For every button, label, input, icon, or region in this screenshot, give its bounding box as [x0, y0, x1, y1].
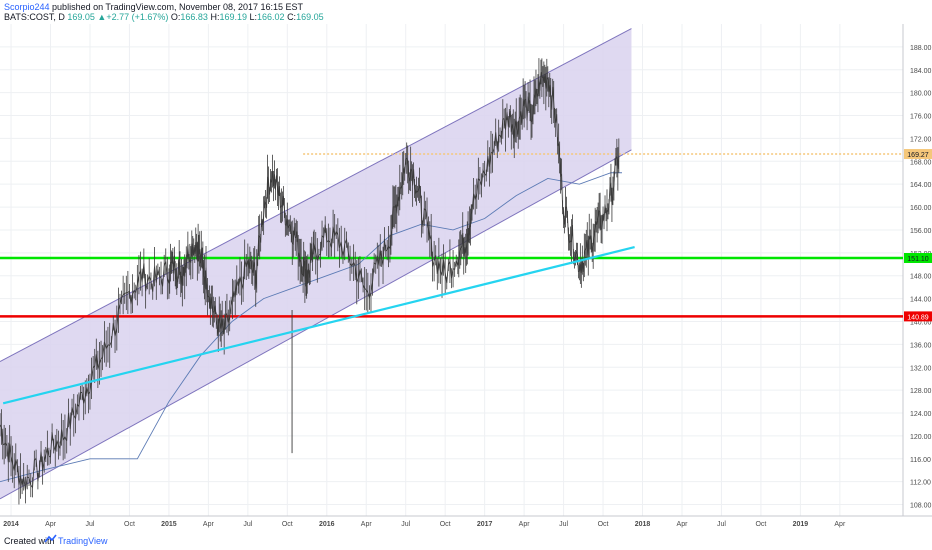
close-value: 169.05: [296, 12, 324, 22]
x-tick-label: Apr: [45, 521, 57, 528]
open-label: O:: [170, 12, 181, 22]
change-up-icon: ▲: [97, 12, 107, 22]
open-value: 166.83: [180, 12, 208, 22]
price-change: +2.77 (+1.67%): [106, 12, 169, 22]
y-tick-label: 168.00: [910, 159, 932, 166]
price-label-box: [904, 149, 932, 160]
x-tick-label: Oct: [282, 521, 293, 528]
author-link[interactable]: Scorpio244: [4, 2, 50, 12]
x-tick-label: 2018: [635, 521, 651, 528]
y-tick-label: 116.00: [910, 457, 931, 464]
price-line: [0, 71, 620, 491]
x-tick-label: 2017: [477, 521, 493, 528]
x-tick-label: Apr: [519, 521, 531, 528]
low-value: 166.02: [257, 12, 285, 22]
x-tick-label: Oct: [598, 521, 609, 528]
y-tick-label: 128.00: [910, 388, 932, 395]
x-tick-label: Jul: [401, 521, 410, 528]
y-tick-label: 144.00: [910, 297, 932, 304]
x-tick-label: Jul: [243, 521, 252, 528]
symbol-label: BATS:COST, D: [4, 12, 65, 22]
moving-average-line: [0, 172, 622, 483]
x-tick-label: 2016: [319, 521, 335, 528]
y-tick-label: 164.00: [910, 182, 932, 189]
tradingview-brand[interactable]: TradingView: [58, 536, 108, 546]
y-tick-label: 120.00: [910, 434, 932, 441]
y-tick-label: 148.00: [910, 274, 932, 281]
price-label-text: 169.27: [907, 152, 929, 159]
y-tick-label: 180.00: [910, 91, 932, 98]
price-label-text: 140.89: [907, 314, 929, 321]
channel-lower-line: [0, 149, 632, 500]
last-price: 169.05: [67, 12, 95, 22]
x-tick-label: Jul: [86, 521, 95, 528]
y-tick-label: 188.00: [910, 45, 932, 52]
y-tick-label: 160.00: [910, 205, 932, 212]
tradingview-logo-icon: [44, 534, 57, 543]
high-value: 169.19: [219, 12, 247, 22]
publish-line: Scorpio244 published on TradingView.com,…: [4, 2, 303, 12]
x-tick-label: Oct: [124, 521, 135, 528]
footer: Created with TradingView: [0, 530, 932, 550]
x-tick-label: Apr: [834, 521, 846, 528]
x-tick-label: Apr: [677, 521, 689, 528]
y-tick-label: 156.00: [910, 228, 932, 235]
channel-upper-line: [0, 28, 632, 362]
high-label: H:: [210, 12, 220, 22]
price-label-text: 151.10: [907, 256, 929, 263]
price-label-box: [904, 311, 932, 322]
x-tick-label: Jul: [717, 521, 726, 528]
x-tick-label: Apr: [203, 521, 215, 528]
x-tick-label: Oct: [440, 521, 451, 528]
x-tick-label: 2015: [161, 521, 177, 528]
created-with-label: Created with: [4, 536, 55, 546]
x-tick-label: Apr: [361, 521, 373, 528]
x-tick-label: Jul: [559, 521, 568, 528]
x-tick-label: 2014: [3, 521, 19, 528]
chart-header: Scorpio244 published on TradingView.com,…: [0, 0, 932, 22]
y-tick-label: 112.00: [910, 480, 931, 487]
y-tick-label: 108.00: [910, 503, 932, 510]
low-label: L:: [249, 12, 258, 22]
y-tick-label: 172.00: [910, 136, 932, 143]
y-tick-label: 176.00: [910, 114, 932, 121]
x-tick-label: 2019: [793, 521, 809, 528]
y-tick-label: 124.00: [910, 411, 932, 418]
y-tick-label: 132.00: [910, 365, 932, 372]
price-chart[interactable]: 108.00 112.00 116.00 120.00 124.00 128.00 132.…: [0, 0, 932, 530]
published-text: published on TradingView.com, November 0…: [49, 2, 304, 12]
price-label-box: [904, 252, 932, 263]
y-tick-label: 140.00: [910, 319, 932, 326]
x-tick-label: Oct: [755, 521, 766, 528]
y-tick-label: 136.00: [910, 342, 932, 349]
symbol-line: BATS:COST, D 169.05 ▲+2.77 (+1.67%) O:16…: [4, 12, 324, 22]
cyan-trend-line: [2, 246, 635, 405]
y-tick-label: 184.00: [910, 68, 932, 75]
close-label: C:: [287, 12, 297, 22]
